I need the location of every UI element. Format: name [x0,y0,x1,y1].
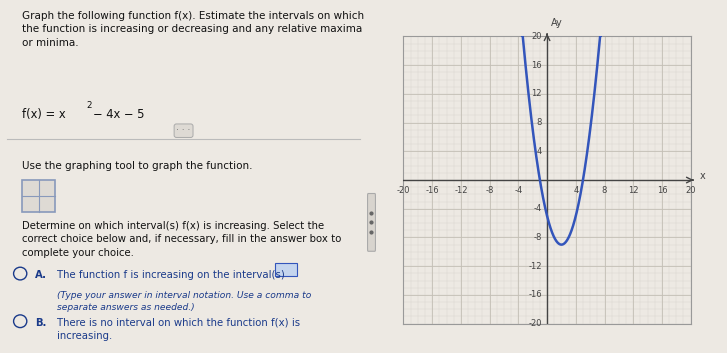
Text: x: x [699,172,705,181]
Text: − 4x − 5: − 4x − 5 [93,108,145,121]
Text: 12: 12 [531,89,542,98]
Text: 20: 20 [531,32,542,41]
Text: 16: 16 [531,61,542,70]
Text: 4: 4 [537,147,542,156]
Text: -12: -12 [454,186,467,195]
Text: 12: 12 [628,186,638,195]
Text: 8: 8 [537,118,542,127]
Text: Determine on which interval(s) f(x) is increasing. Select the
correct choice bel: Determine on which interval(s) f(x) is i… [22,221,342,258]
FancyBboxPatch shape [22,180,55,212]
Text: -12: -12 [529,262,542,271]
Text: B.: B. [35,318,47,328]
Text: -20: -20 [529,319,542,328]
Text: 2: 2 [86,101,92,110]
FancyBboxPatch shape [368,193,375,251]
Text: (Type your answer in interval notation. Use a comma to
separate answers as neede: (Type your answer in interval notation. … [57,291,311,312]
Text: -20: -20 [397,186,410,195]
Text: 8: 8 [602,186,607,195]
Text: 20: 20 [686,186,696,195]
Text: The function f is increasing on the interval(s): The function f is increasing on the inte… [57,270,285,280]
Text: -16: -16 [529,291,542,299]
Text: -16: -16 [425,186,439,195]
Text: A.: A. [35,270,47,280]
Text: -8: -8 [534,233,542,242]
Text: Graph the following function f(x). Estimate the intervals on which
the function : Graph the following function f(x). Estim… [22,11,364,48]
Text: Use the graphing tool to graph the function.: Use the graphing tool to graph the funct… [22,161,252,170]
Text: -8: -8 [486,186,494,195]
FancyBboxPatch shape [276,263,297,276]
Text: Ay: Ay [550,18,563,28]
Text: There is no interval on which the function f(x) is
increasing.: There is no interval on which the functi… [57,318,300,341]
Text: -4: -4 [514,186,523,195]
Text: f(x) = x: f(x) = x [22,108,65,121]
Text: 4: 4 [573,186,579,195]
Text: · · ·: · · · [177,126,190,135]
Text: 16: 16 [656,186,667,195]
Text: -4: -4 [534,204,542,213]
